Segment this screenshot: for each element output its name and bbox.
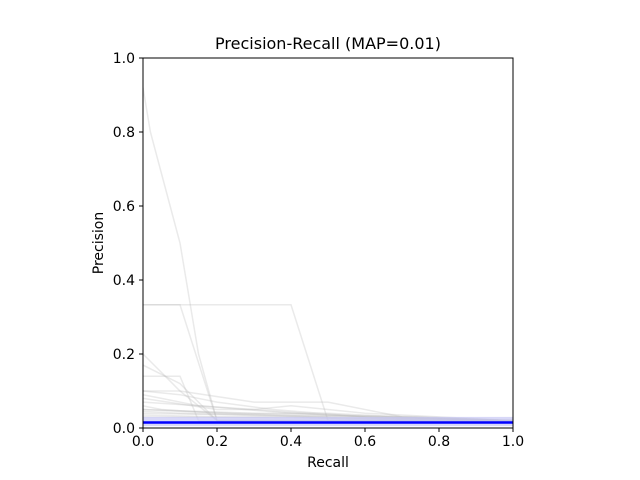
x-axis-label: Recall bbox=[307, 455, 349, 471]
y-tick-label: 0.2 bbox=[113, 347, 135, 363]
y-tick-label: 0.6 bbox=[113, 199, 135, 215]
x-tick-label: 0.6 bbox=[354, 434, 376, 450]
y-axis-label: Precision bbox=[91, 212, 107, 274]
axes-background bbox=[143, 58, 513, 428]
x-tick-label: 0.8 bbox=[428, 434, 450, 450]
x-tick-label: 0.2 bbox=[206, 434, 228, 450]
x-tick-label: 0.0 bbox=[132, 434, 154, 450]
pr-curve-8 bbox=[143, 397, 513, 422]
plot-area bbox=[142, 57, 514, 429]
x-tick-label: 0.4 bbox=[280, 434, 302, 450]
y-tick-label: 1.0 bbox=[113, 51, 135, 67]
mean-curve-layer bbox=[143, 416, 513, 427]
x-tick-label: 1.0 bbox=[502, 434, 524, 450]
axes-frame bbox=[142, 57, 514, 429]
x-axis-ticks: 0.0 0.2 0.4 0.6 0.8 1.0 bbox=[132, 428, 524, 450]
y-tick-label: 0.8 bbox=[113, 125, 135, 141]
y-tick-label: 0.0 bbox=[113, 421, 135, 437]
chart-title: Precision-Recall (MAP=0.01) bbox=[215, 34, 441, 53]
y-tick-label: 0.4 bbox=[113, 273, 135, 289]
y-axis-ticks: 0.0 0.2 0.4 0.6 0.8 1.0 bbox=[113, 51, 143, 437]
pr-curve-14 bbox=[143, 393, 513, 422]
